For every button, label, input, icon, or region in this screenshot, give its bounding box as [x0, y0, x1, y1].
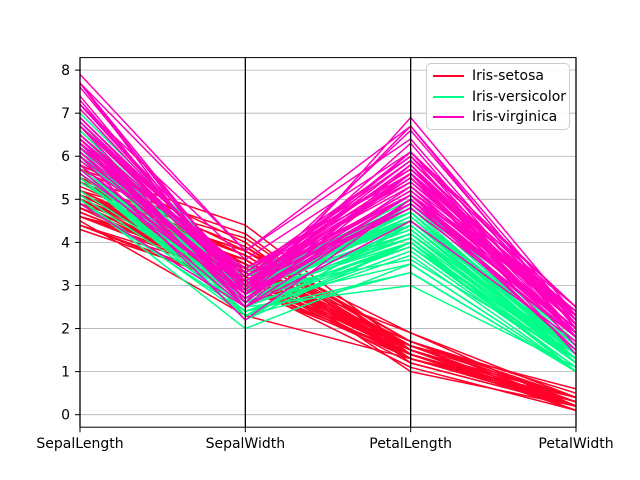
y-tick-label: 2: [61, 322, 70, 338]
y-tick-label: 8: [61, 63, 70, 79]
legend-line-swatch-setosa: [433, 75, 464, 78]
data-line-iris-versicolor: [79, 177, 577, 360]
data-line-iris-versicolor: [79, 198, 577, 373]
legend-label-versicolor: Iris-versicolor: [472, 88, 567, 105]
legend-item-virginica: Iris-virginica: [427, 107, 569, 127]
legend-label-virginica: Iris-virginica: [472, 108, 558, 125]
data-line-iris-virginica: [79, 147, 577, 317]
y-tick-label: 4: [61, 235, 70, 251]
data-line-iris-virginica: [79, 138, 577, 321]
x-tick-label: SepalLength: [36, 436, 123, 452]
y-tick-label: 3: [61, 278, 70, 294]
y-tick-label: 0: [61, 408, 70, 424]
y-tick-label: 6: [61, 149, 70, 165]
legend-label-setosa: Iris-setosa: [472, 68, 544, 85]
x-tick-label: PetalWidth: [538, 436, 613, 452]
data-line-iris-versicolor: [79, 177, 577, 373]
y-tick-label: 5: [61, 192, 70, 208]
data-line-iris-virginica: [79, 125, 577, 312]
y-tick-label: 1: [61, 365, 70, 381]
data-line-iris-virginica: [79, 202, 577, 343]
data-line-iris-virginica: [79, 104, 577, 308]
legend-item-versicolor: Iris-versicolor: [427, 87, 569, 107]
x-tick-label: SepalWidth: [206, 436, 286, 452]
data-line-iris-virginica: [79, 82, 577, 321]
data-line-iris-versicolor: [79, 194, 577, 368]
legend-item-setosa: Iris-setosa: [427, 66, 569, 86]
data-line-iris-virginica: [79, 134, 577, 330]
data-line-iris-virginica: [79, 159, 577, 338]
x-tick-label: PetalLength: [369, 436, 452, 452]
data-line-iris-virginica: [79, 125, 577, 308]
legend-line-swatch-virginica: [433, 115, 464, 118]
y-tick-label: 7: [61, 106, 70, 122]
data-line-iris-virginica: [79, 155, 577, 351]
legend: Iris-setosa Iris-versicolor Iris-virgini…: [426, 63, 570, 130]
legend-line-swatch-versicolor: [433, 95, 464, 98]
data-line-iris-virginica: [79, 82, 577, 330]
data-line-iris-virginica: [79, 164, 577, 334]
